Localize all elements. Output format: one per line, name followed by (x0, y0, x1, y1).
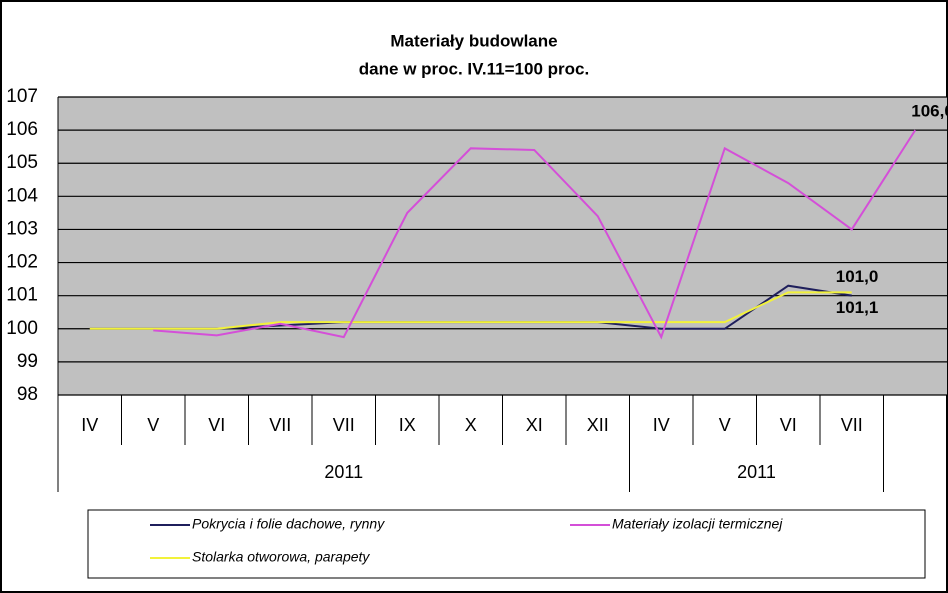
x-tick-label: VII (333, 415, 355, 435)
data-label: 106,0 (911, 102, 948, 121)
y-tick-label: 102 (6, 252, 38, 273)
chart-subtitle: dane w proc. IV.11=100 proc. (359, 59, 589, 78)
x-tick-label: IV (81, 415, 98, 435)
x-tick-label: VII (269, 415, 291, 435)
group-label: 2011 (737, 462, 776, 482)
series-line (153, 129, 917, 340)
y-tick-label: 99 (17, 351, 38, 372)
y-tick-label: 104 (6, 185, 38, 206)
x-tick-label: IV (653, 415, 670, 435)
chart-title: Materiały budowlane (390, 31, 557, 50)
x-tick-label: V (147, 415, 159, 435)
plot-area (58, 97, 947, 395)
y-tick-label: 107 (6, 86, 38, 107)
legend (87, 509, 926, 579)
legend-label: Stolarka otworowa, parapety (192, 549, 370, 565)
x-tick-label: V (719, 415, 731, 435)
legend-label: Materiały izolacji termicznej (612, 516, 783, 532)
x-tick-label: VI (780, 415, 797, 435)
y-tick-label: 101 (6, 285, 38, 306)
y-tick-label: 103 (6, 218, 38, 239)
x-tick-label: VII (841, 415, 863, 435)
legend-label: Pokrycia i folie dachowe, rynny (192, 516, 385, 532)
data-label: 101,1 (836, 298, 879, 317)
x-tick-label: XII (587, 415, 609, 435)
x-tick-label: XI (526, 415, 543, 435)
x-tick-label: X (465, 415, 477, 435)
y-tick-label: 106 (6, 119, 38, 140)
y-tick-label: 100 (6, 318, 38, 339)
data-label: 101,0 (836, 267, 879, 286)
y-tick-label: 98 (17, 384, 38, 405)
group-label: 2011 (324, 462, 363, 482)
y-tick-label: 105 (6, 152, 38, 173)
x-tick-label: VI (208, 415, 225, 435)
series-line (89, 291, 852, 330)
x-tick-label: IX (399, 415, 416, 435)
